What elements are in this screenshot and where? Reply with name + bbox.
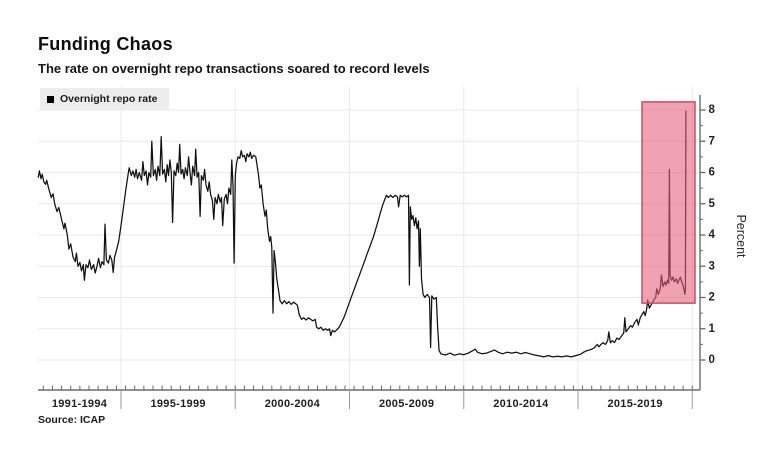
legend-square-icon (47, 95, 54, 103)
y-tick-label: 0 (709, 354, 715, 366)
legend: Overnight repo rate (40, 88, 170, 110)
y-axis-title: Percent (734, 214, 748, 258)
y-tick-label: 7 (709, 135, 715, 147)
y-tick-label: 1 (709, 323, 716, 335)
x-axis-label: 2000-2004 (265, 398, 321, 410)
x-axis-label: 2010-2014 (493, 398, 549, 410)
y-tick-label: 6 (709, 167, 715, 179)
repo-rate-line (37, 110, 687, 358)
x-axis-label: 1991-1994 (52, 398, 108, 410)
y-tick-label: 4 (709, 229, 716, 241)
y-tick-label: 5 (709, 198, 716, 210)
x-axis-label: 1995-1999 (150, 398, 205, 410)
y-tick-label: 3 (709, 260, 715, 272)
x-axis-label: 2005-2009 (379, 398, 434, 410)
highlight-region (641, 101, 696, 304)
chart-title: Funding Chaos (38, 34, 173, 54)
source-note: Source: ICAP (38, 414, 106, 426)
legend-label: Overnight repo rate (60, 93, 158, 105)
x-axis-label: 2015-2019 (607, 398, 662, 410)
y-tick-label: 2 (709, 292, 715, 304)
chart-subtitle: The rate on overnight repo transactions … (38, 61, 430, 76)
y-tick-label: 8 (709, 104, 716, 116)
